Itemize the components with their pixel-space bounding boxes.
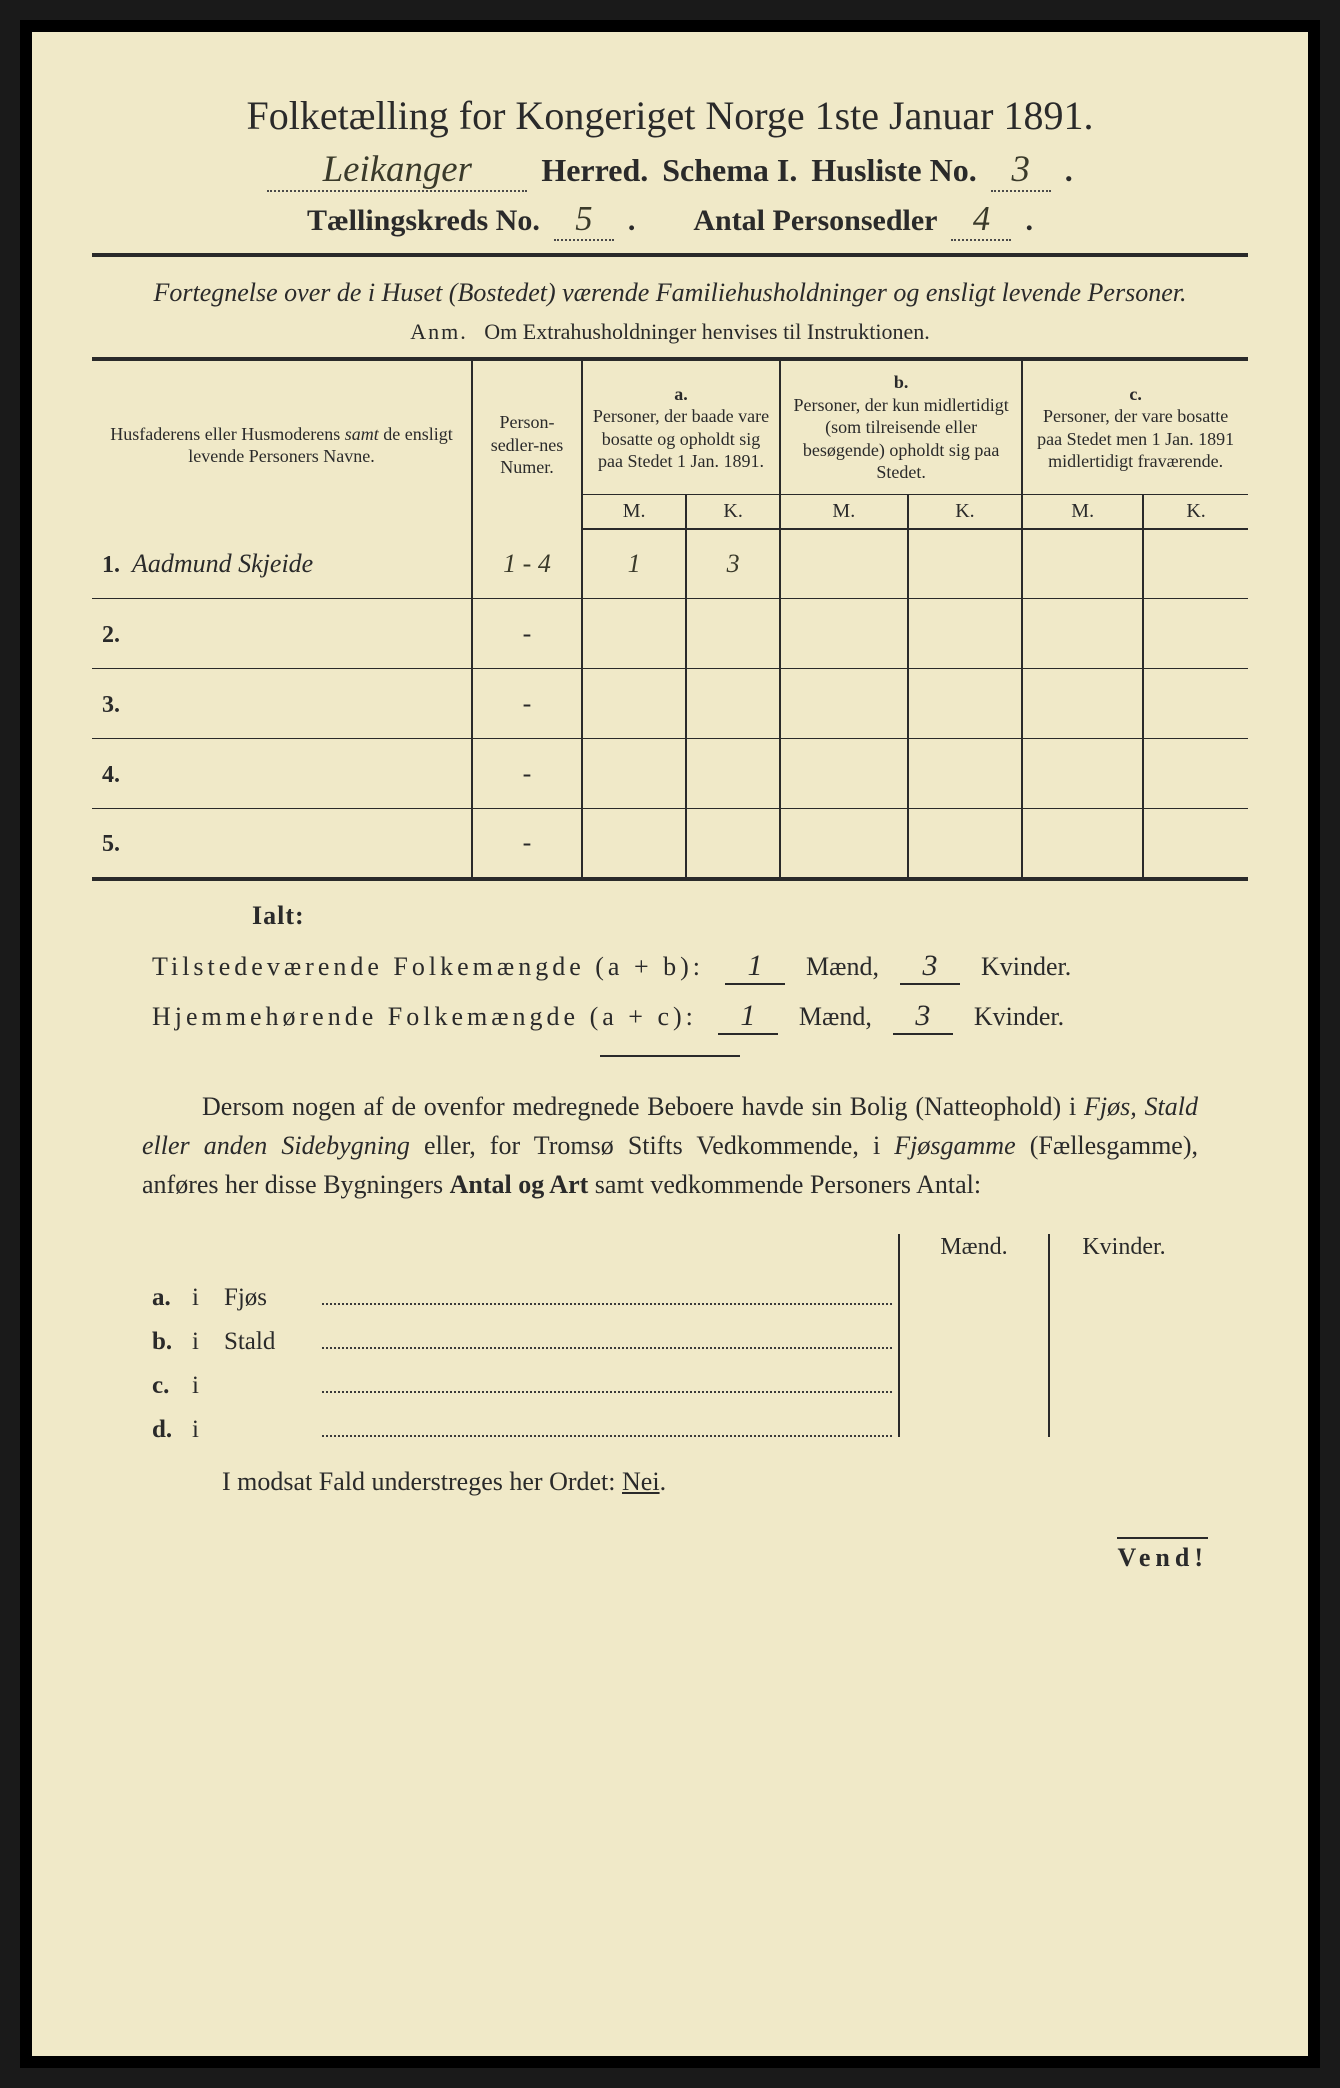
subtitle: Fortegnelse over de i Huset (Bostedet) v… bbox=[92, 275, 1248, 311]
buildings-col-k: Kvinder. bbox=[1048, 1234, 1188, 1261]
col-c-m: M. bbox=[1022, 494, 1143, 529]
short-divider bbox=[600, 1055, 740, 1057]
col-b: b. Personer, der kun midlertidigt (som t… bbox=[780, 359, 1022, 494]
buildings-paragraph: Dersom nogen af de ovenfor medregnede Be… bbox=[142, 1087, 1198, 1204]
col-names: Husfaderens eller Husmoderens samt de en… bbox=[92, 359, 472, 529]
anm-note: Anm. Om Extrahusholdninger henvises til … bbox=[92, 319, 1248, 345]
husliste-value: 3 bbox=[991, 147, 1051, 192]
table-row: 5. - bbox=[92, 809, 1248, 879]
ialt-label: Ialt: bbox=[252, 901, 1248, 931]
table-row: 3. - bbox=[92, 669, 1248, 739]
personsedler-label: Antal Personsedler bbox=[693, 204, 937, 238]
husliste-label: Husliste No. bbox=[811, 152, 976, 189]
nei-line: I modsat Fald understreges her Ordet: Ne… bbox=[142, 1467, 1198, 1497]
person-name: Aadmund Skjeide bbox=[132, 549, 313, 578]
col-a-k: K. bbox=[686, 494, 780, 529]
total-resident: Hjemmehørende Folkemængde (a + c): 1 Mæn… bbox=[152, 999, 1248, 1035]
buildings-head: Mænd. Kvinder. bbox=[142, 1234, 1198, 1261]
census-form: Folketælling for Kongeriget Norge 1ste J… bbox=[20, 20, 1320, 2068]
kreds-value: 5 bbox=[554, 200, 614, 241]
col-c-k: K. bbox=[1143, 494, 1248, 529]
col-a: a. Personer, der baade vare bosatte og o… bbox=[582, 359, 780, 494]
total-present: Tilstedeværende Folkemængde (a + b): 1 M… bbox=[152, 949, 1248, 985]
building-row: a. i Fjøs bbox=[142, 1261, 1198, 1305]
buildings-table: Mænd. Kvinder. a. i Fjøs b. i Stald c. i… bbox=[142, 1234, 1198, 1437]
anm-text: Om Extrahusholdninger henvises til Instr… bbox=[484, 319, 929, 344]
present-m: 1 bbox=[725, 949, 785, 985]
table-row: 1.Aadmund Skjeide 1 - 4 1 3 bbox=[92, 529, 1248, 599]
resident-k: 3 bbox=[893, 999, 953, 1035]
table-row: 4. - bbox=[92, 739, 1248, 809]
col-b-m: M. bbox=[780, 494, 908, 529]
herred-value: Leikanger bbox=[267, 147, 527, 192]
nei-word: Nei bbox=[622, 1467, 660, 1496]
table-row: 2. - bbox=[92, 599, 1248, 669]
col-b-k: K. bbox=[908, 494, 1023, 529]
anm-label: Anm. bbox=[410, 319, 468, 344]
kreds-label: Tællingskreds No. bbox=[307, 204, 540, 238]
schema-label: Schema I. bbox=[662, 152, 797, 189]
main-title: Folketælling for Kongeriget Norge 1ste J… bbox=[92, 92, 1248, 139]
vend-label: Vend! bbox=[1117, 1537, 1208, 1573]
header-row-2: Tællingskreds No. 5 . Antal Personsedler… bbox=[92, 200, 1248, 241]
col-a-m: M. bbox=[582, 494, 686, 529]
household-table: Husfaderens eller Husmoderens samt de en… bbox=[92, 357, 1248, 881]
col-c: c. Personer, der vare bosatte paa Stedet… bbox=[1022, 359, 1248, 494]
col-numer: Person-sedler-nes Numer. bbox=[472, 359, 582, 529]
buildings-col-m: Mænd. bbox=[898, 1234, 1038, 1261]
table-body: 1.Aadmund Skjeide 1 - 4 1 3 2. - 3. - 4. bbox=[92, 529, 1248, 879]
divider bbox=[92, 253, 1248, 257]
resident-m: 1 bbox=[718, 999, 778, 1035]
present-k: 3 bbox=[900, 949, 960, 985]
header-row-1: Leikanger Herred. Schema I. Husliste No.… bbox=[92, 147, 1248, 192]
herred-label: Herred. bbox=[541, 152, 648, 189]
personsedler-value: 4 bbox=[951, 200, 1011, 241]
